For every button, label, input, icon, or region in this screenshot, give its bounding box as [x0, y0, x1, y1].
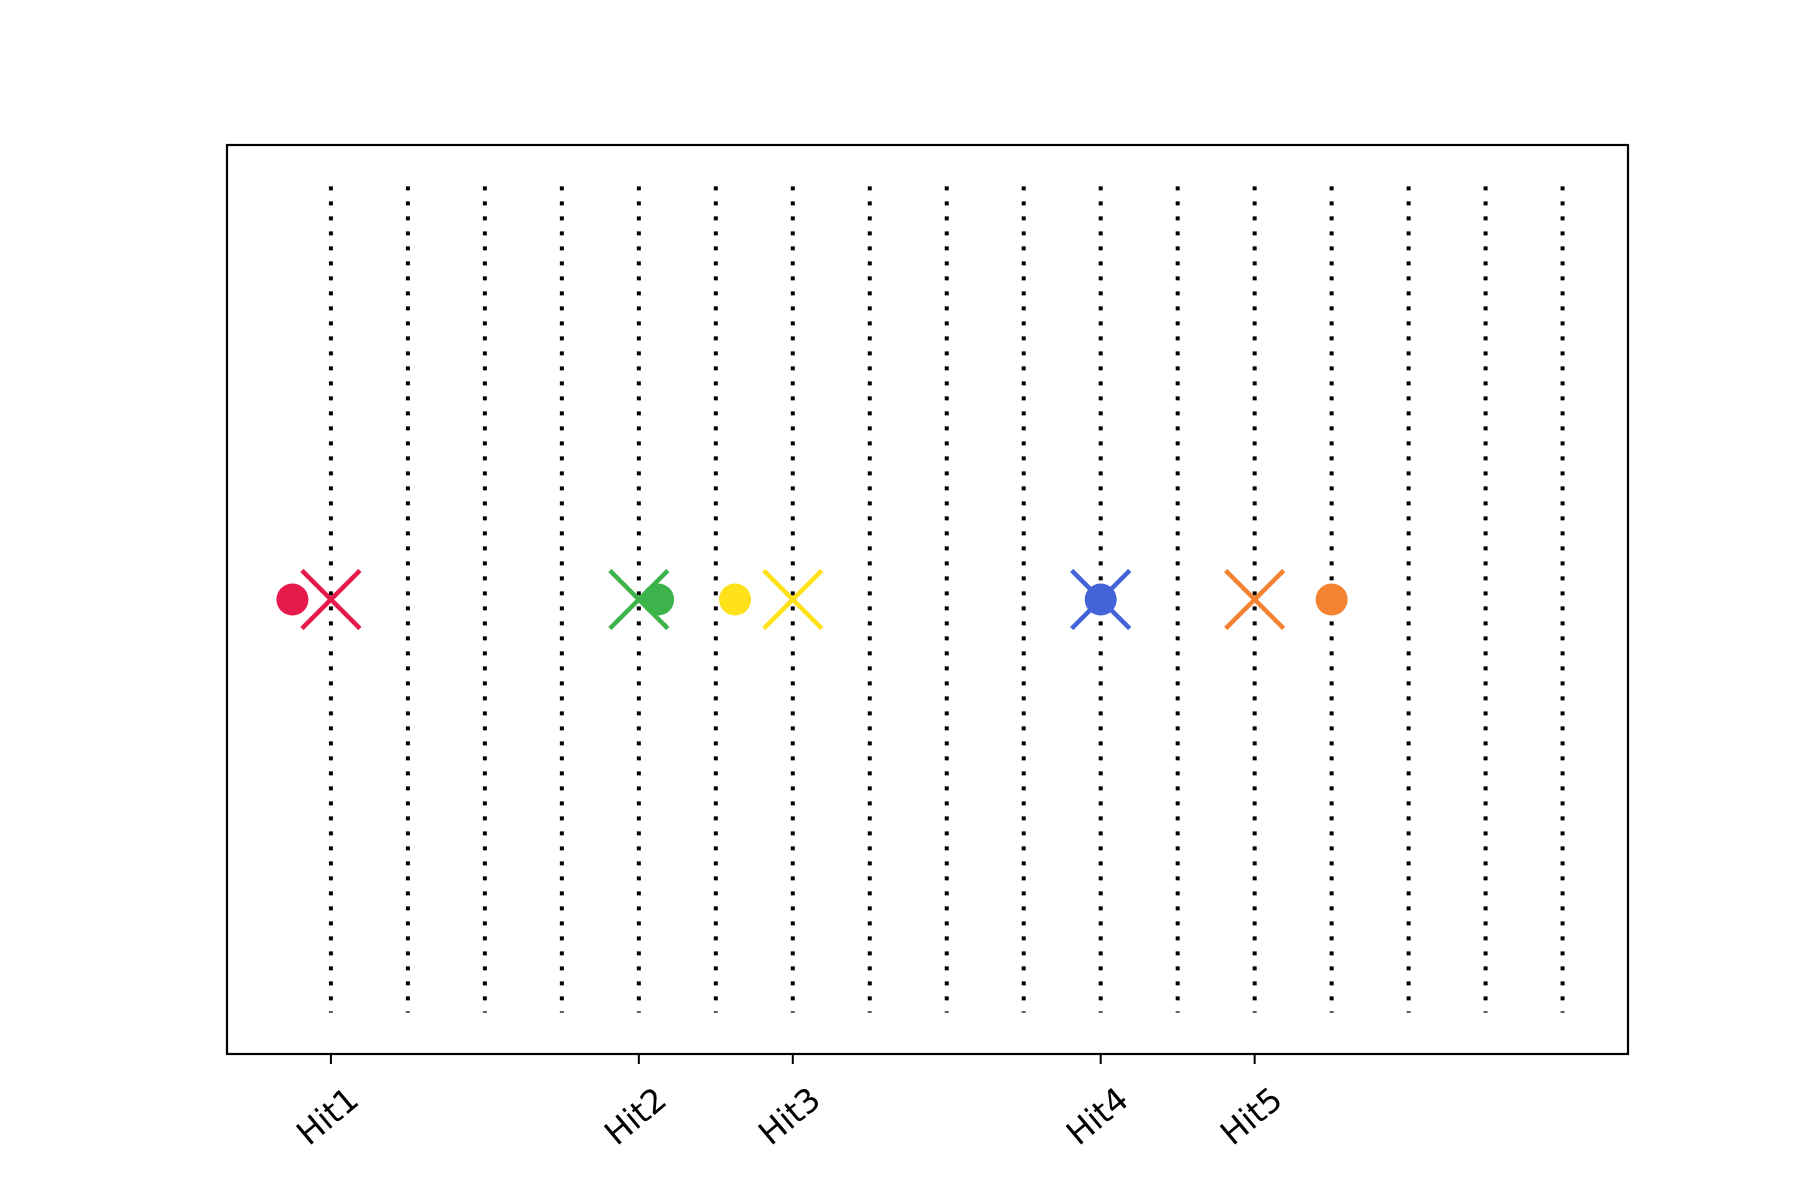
- x-marker-stroke: [1070, 568, 1132, 631]
- x-marker-3: [762, 568, 824, 631]
- circle-marker-2: [642, 583, 675, 616]
- plot-area-frame: [225, 143, 1630, 1056]
- circle-marker-5: [1315, 583, 1348, 616]
- x-marker-5: [1224, 568, 1286, 631]
- x-marker-2: [608, 568, 670, 631]
- reference-lines: [328, 186, 1565, 1013]
- x-marker-1: [300, 568, 362, 631]
- circle-marker-3: [719, 583, 752, 616]
- x-marker-stroke: [1224, 568, 1286, 631]
- data-markers: [276, 568, 1348, 631]
- x-marker-stroke: [608, 568, 670, 631]
- x-marker-stroke: [300, 568, 362, 631]
- x-marker-4: [1070, 568, 1132, 631]
- circle-marker-1: [276, 583, 309, 616]
- x-marker-stroke: [762, 568, 824, 631]
